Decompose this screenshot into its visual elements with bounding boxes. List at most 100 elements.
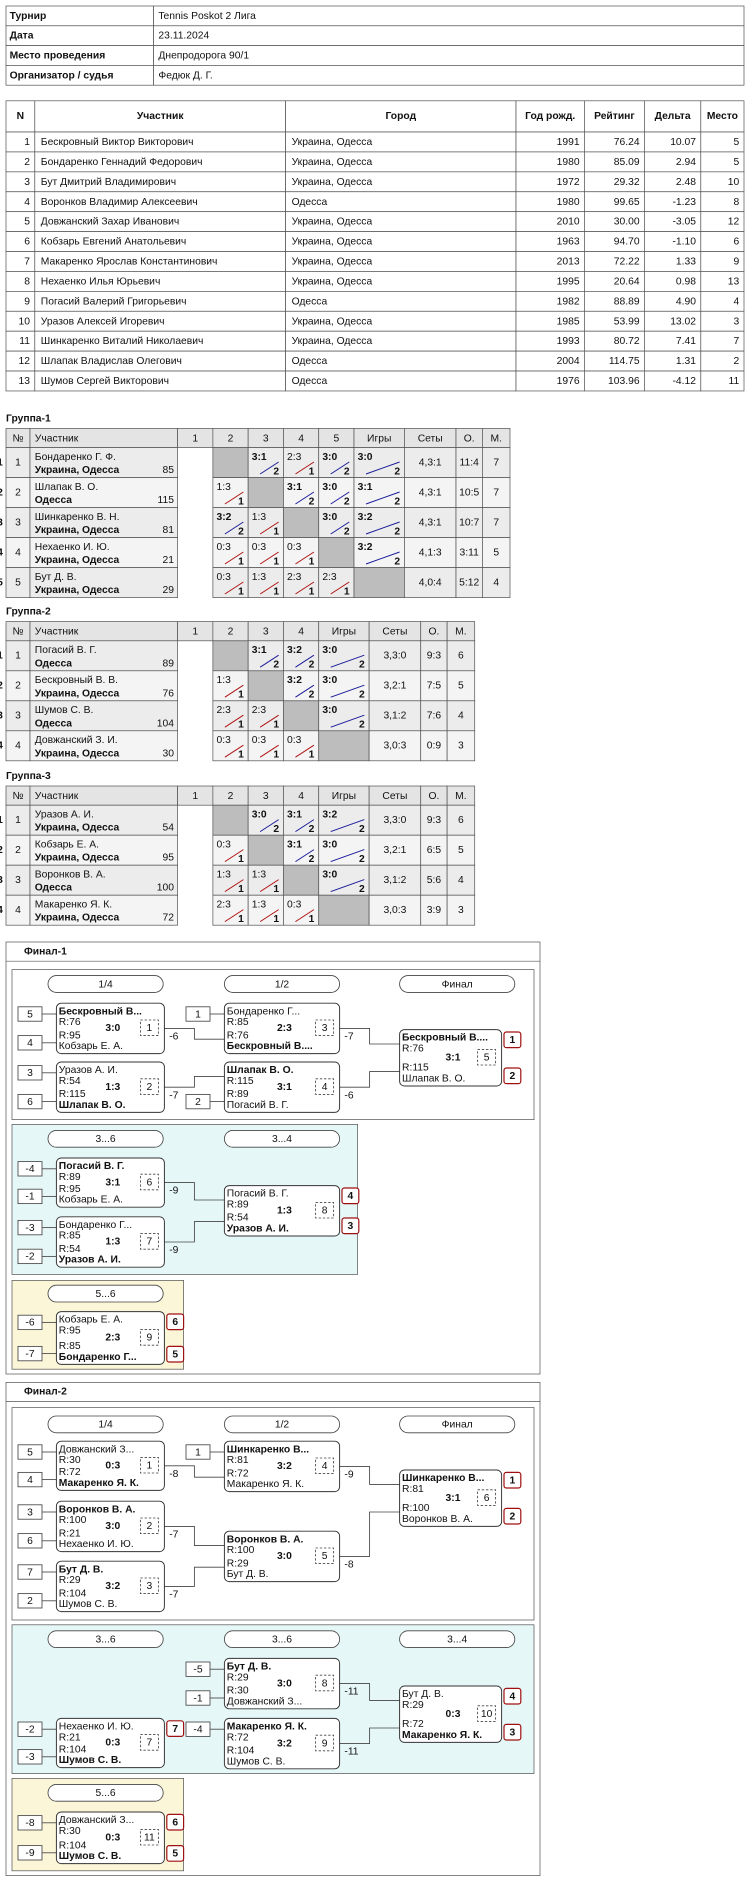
cell [404,567,457,598]
cell [368,640,422,672]
cell [368,700,422,732]
seed-box [17,1471,43,1488]
group-points: 2 [273,466,279,477]
player-name: Нехаенко И. Ю. [59,1722,134,1733]
player-rating: R:72 [402,1719,424,1730]
match-num: 6 [484,1493,490,1504]
group-score: 0:3 [252,542,267,553]
group-city: Украина, Одесса [35,823,120,834]
group-points: 1 [238,556,244,567]
match-num: 7 [147,1237,153,1248]
group-points: 1 [273,914,279,925]
group-header: Участник [35,433,79,444]
seed: -7 [25,1349,34,1360]
players-cell: 6 [24,237,30,248]
players-cell: Макаренко Ярослав Константинович [41,257,218,268]
match-num: 9 [322,1738,328,1749]
seed-box [17,1314,43,1331]
seed-box [17,1035,43,1051]
score-slash [259,581,279,595]
match-score: 3:0 [105,1521,120,1532]
players-cell: 7.41 [676,336,696,347]
players-cell: 1963 [557,237,580,248]
player-name: Шумов С. В. [227,1756,286,1767]
score-slash [365,521,400,535]
group-points: 1 [309,750,315,761]
score-slash [295,744,315,758]
group-rating: 89 [163,658,175,669]
cell [29,804,178,836]
match-box [399,1029,503,1087]
seed: -1 [193,1693,202,1704]
seed: 3 [27,1507,33,1518]
match-num-box [139,1517,159,1535]
group-header: М. [455,627,466,638]
cell [353,507,405,538]
bracket-link [339,1511,400,1557]
loser-to: -9 [169,1245,178,1256]
seed: 6 [27,1097,33,1108]
cell [5,670,31,702]
players-cell: Украина, Одесса [292,316,373,327]
group-place: 1 [0,815,3,826]
match-score: 2:3 [105,1333,120,1344]
group-player: Нехаенко И. Ю. [35,542,110,553]
players-cell: Бескровный Виктор Викторович [41,137,194,148]
group-points: 7 [493,457,499,468]
cell [247,477,284,508]
players-cell: 2010 [557,217,580,228]
group-place: 4 [0,905,3,916]
players-cell: 1 [24,137,30,148]
group-points: 5 [458,845,464,856]
match-num-box [315,1201,335,1219]
seed: 7 [27,1567,33,1578]
group-points: 1 [238,854,244,865]
match-box [55,1717,165,1769]
players-cell: Уразов Алексей Игоревич [41,316,165,327]
seed-box [17,1564,43,1580]
group-header: 4 [298,791,304,802]
group-title: Группа-2 [6,607,51,618]
players-cell: 4 [24,197,30,208]
seed: -9 [25,1848,34,1859]
match-score: 3:0 [277,1551,292,1562]
player-name: Бут Д. В. [402,1689,444,1700]
seed-box [185,1690,211,1706]
place-box [341,1187,360,1205]
score-slash [330,521,350,535]
group-player: Бескровный В. В. [35,675,118,686]
info-value: Федюк Д. Г. [158,70,212,81]
match-num: 8 [322,1678,328,1689]
players-cell: 13.02 [670,316,696,327]
player-name: Воронков В. А. [402,1514,473,1525]
cell [212,804,249,836]
match-score: 3:2 [105,1581,120,1592]
group-score: 2:3 [216,900,231,911]
seed-box [17,1188,43,1205]
players-cell: 103.96 [608,376,640,387]
match-num: 11 [144,1833,155,1844]
group-score: 2:3 [287,452,302,463]
match-num-box [315,1019,335,1037]
score-slash [259,551,279,565]
match-score: 3:1 [446,1493,461,1504]
match-score: 0:3 [105,1461,120,1472]
seed: -3 [25,1223,34,1234]
seed-box [17,1161,43,1177]
player-rating: R:104 [227,1746,255,1757]
cell [353,537,405,568]
seed-box [17,1593,43,1609]
score-slash [295,654,315,668]
player-name: Бондаренко Г... [227,1006,300,1017]
group-score: 2:3 [322,572,337,583]
score-slash [295,909,315,923]
group-points: 4 [458,711,464,722]
match-score: 1:3 [277,1206,292,1217]
player-name: Бескровный В... [59,1006,142,1017]
group-points: 2 [359,884,365,895]
match-num: 3 [322,1023,328,1034]
players-cell: Одесса [292,197,328,208]
match-num-box [477,1489,497,1506]
cell [5,271,36,292]
players-cell: 1993 [557,336,580,347]
